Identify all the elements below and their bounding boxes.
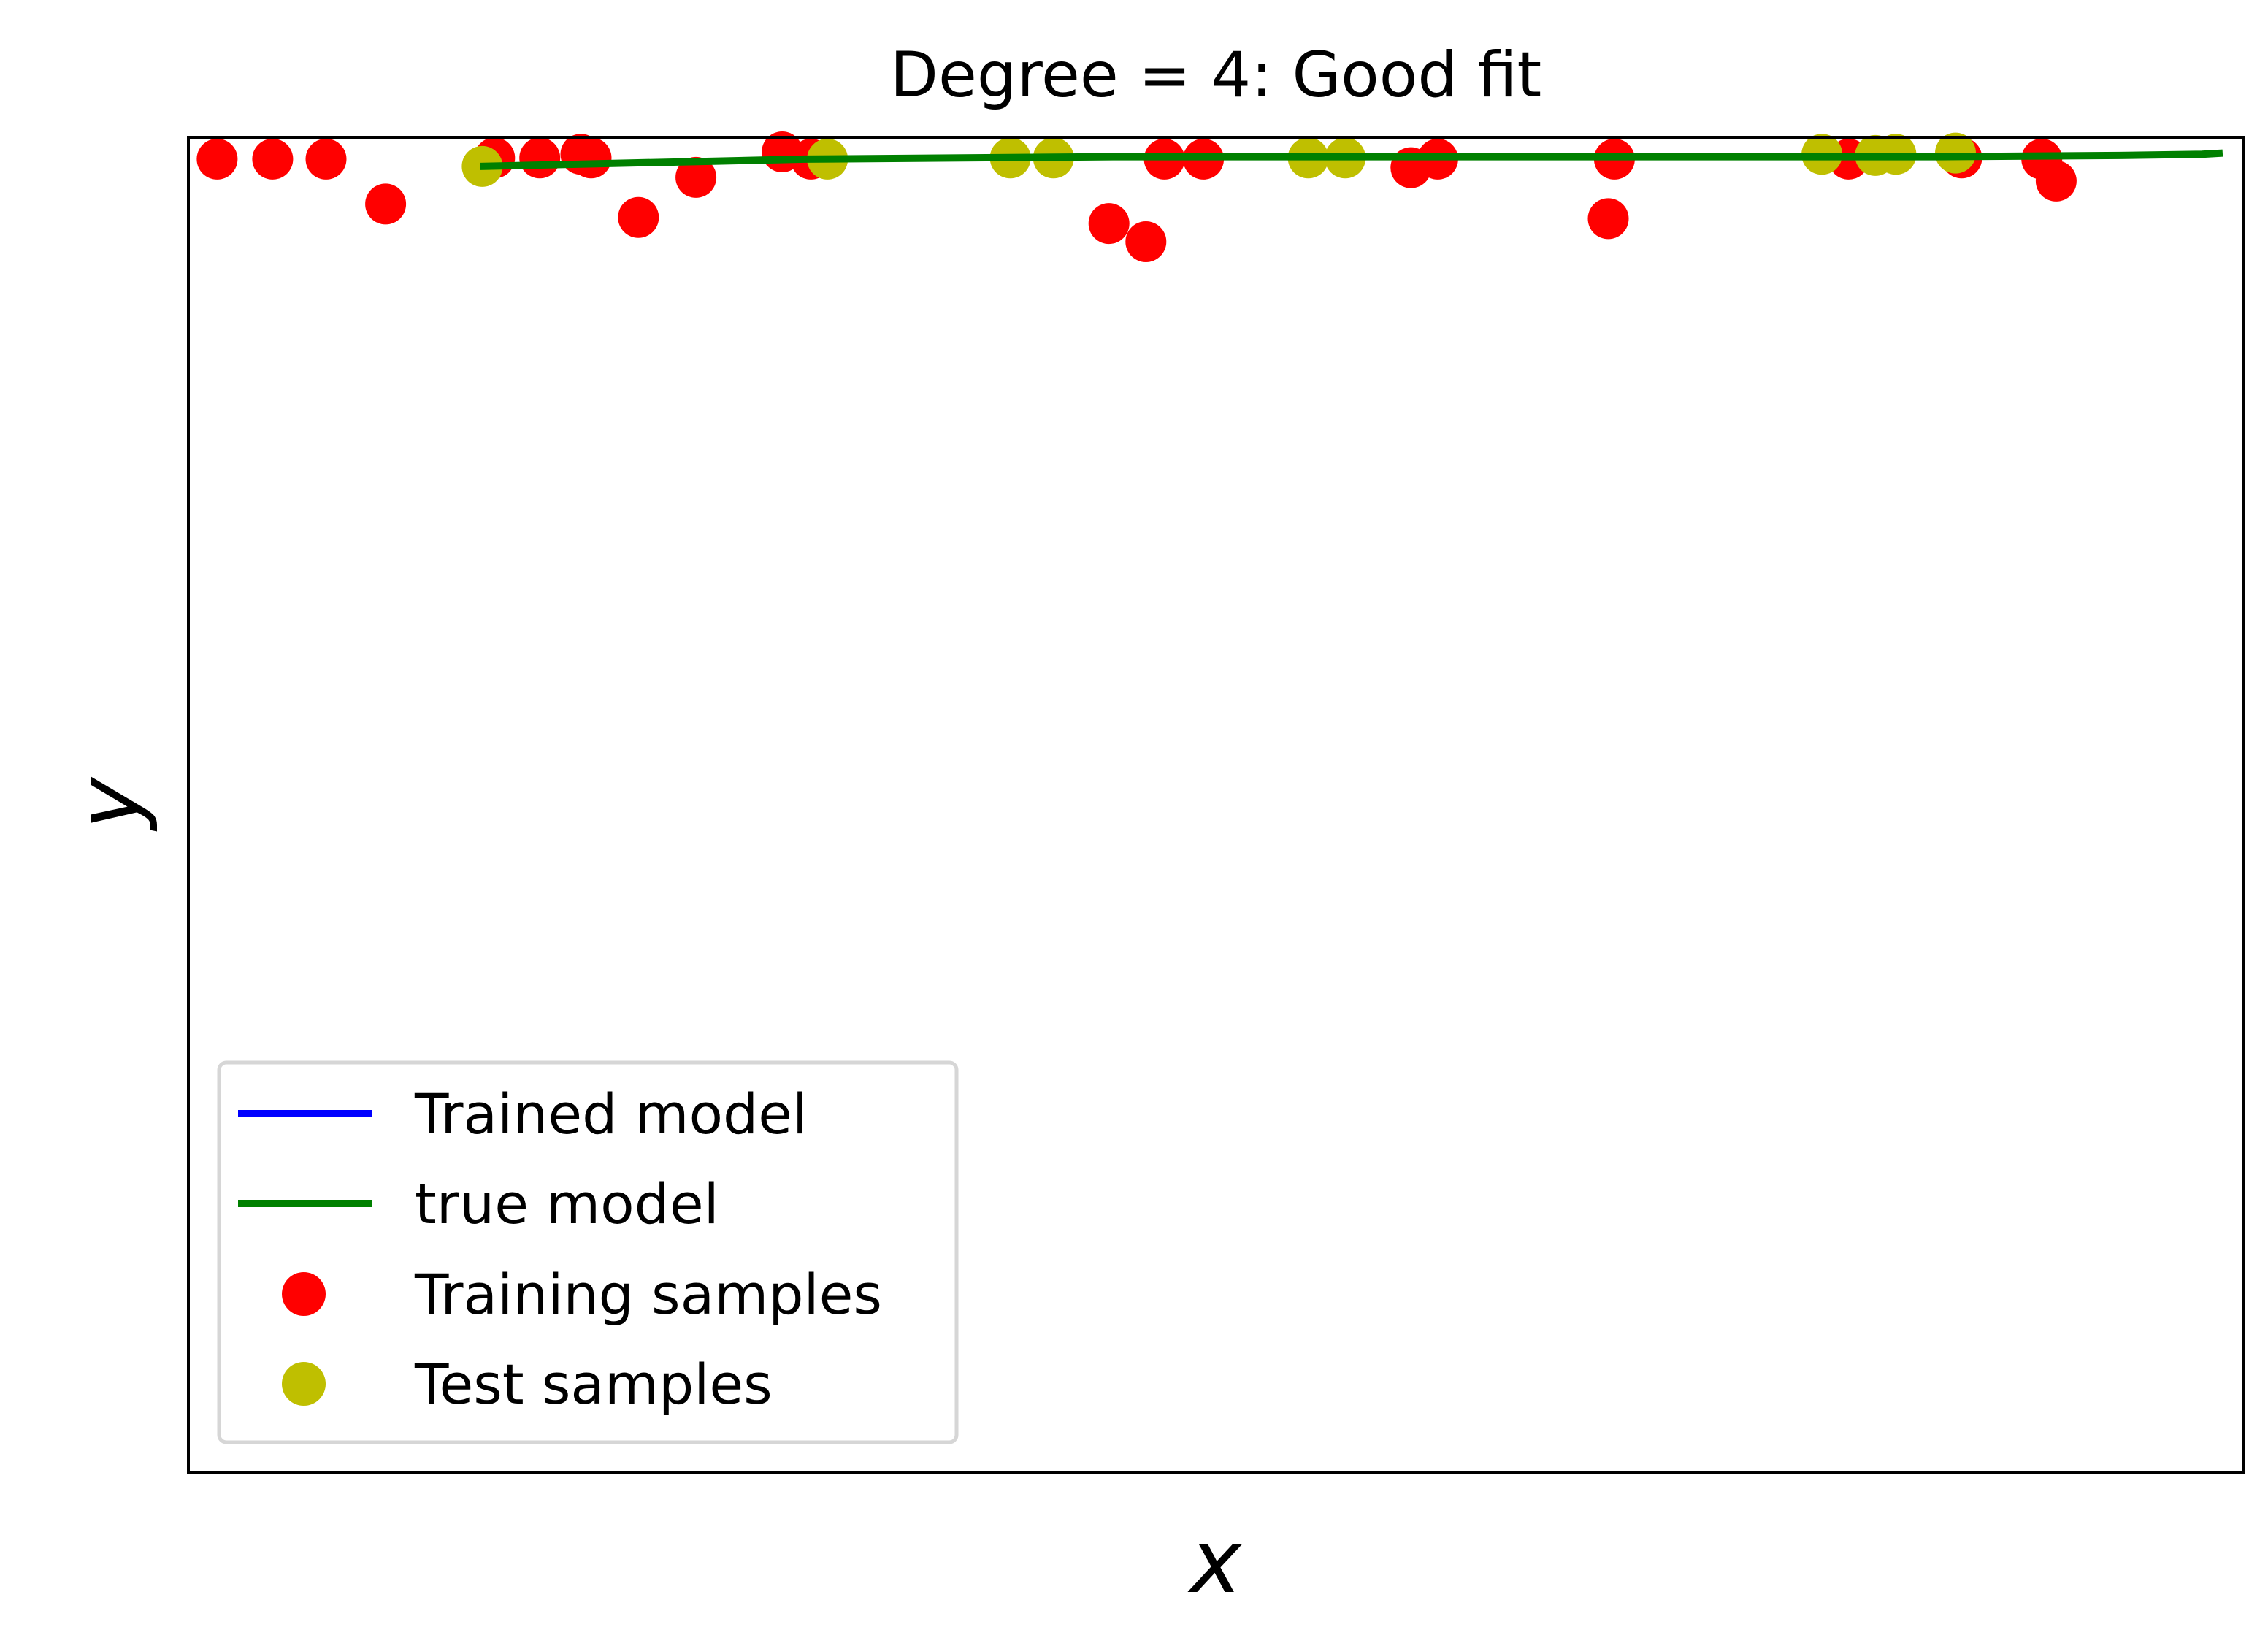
- true-model-line: [480, 149, 2223, 170]
- legend-swatch-training-samples: [282, 1272, 326, 1316]
- training-sample-point: [2035, 160, 2077, 202]
- training-sample-point: [1587, 198, 1629, 240]
- training-sample-point: [1125, 221, 1167, 262]
- plot-frame: [187, 136, 2245, 1474]
- training-sample-point: [519, 137, 561, 179]
- y-axis-label: y: [58, 776, 160, 832]
- legend-box: [217, 1060, 959, 1444]
- training-sample-point: [252, 138, 294, 180]
- training-sample-point: [675, 156, 717, 198]
- legend-label-trained-model: Trained model: [414, 1082, 808, 1147]
- training-sample-point: [305, 138, 347, 180]
- training-sample-point: [1088, 203, 1130, 245]
- x-axis-label: x: [1187, 1512, 1243, 1613]
- training-sample-point: [365, 183, 407, 225]
- legend-label-true-model: true model: [415, 1171, 719, 1236]
- chart-title: Degree = 4: Good fit: [890, 39, 1541, 112]
- training-sample-point: [618, 196, 659, 238]
- legend-swatch-test-samples: [282, 1362, 326, 1406]
- training-sample-point: [570, 137, 612, 179]
- legend-label-training-samples: Training samples: [414, 1262, 882, 1327]
- plot-layer: [196, 131, 2223, 262]
- legend-label-test-samples: Test samples: [414, 1352, 773, 1417]
- training-sample-point: [196, 138, 238, 180]
- legend: Trained model true model Training samples T…: [217, 1060, 959, 1444]
